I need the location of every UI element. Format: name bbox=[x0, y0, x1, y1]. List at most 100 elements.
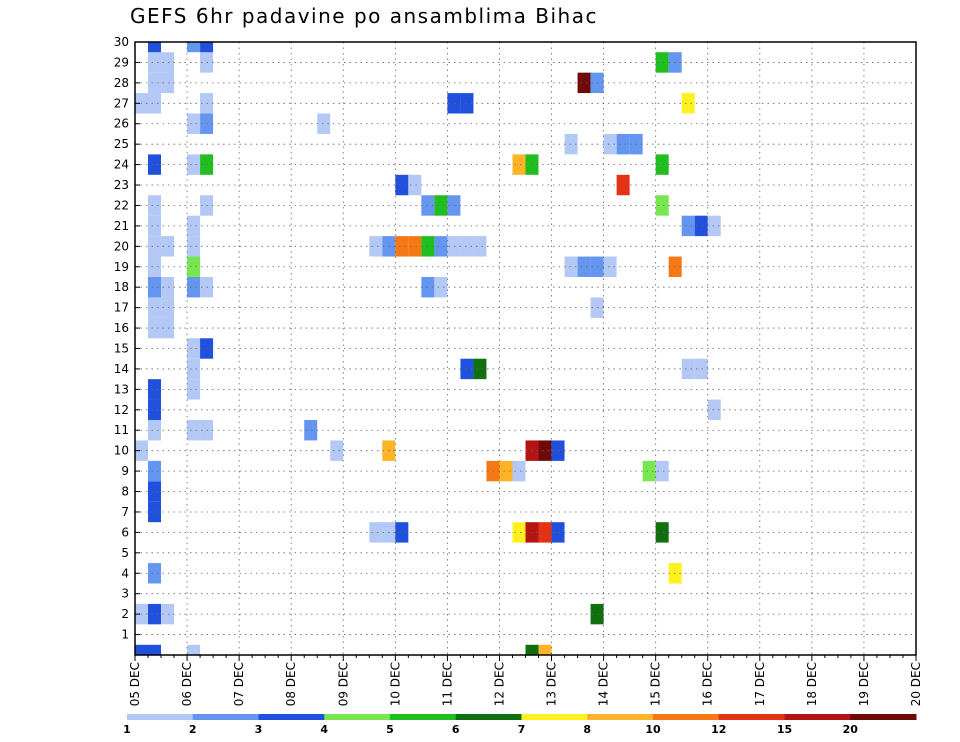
heatmap-cell bbox=[148, 93, 162, 114]
x-tick-label: 19 DEC bbox=[857, 662, 871, 706]
legend-label: 2 bbox=[189, 723, 197, 736]
y-tick-label: 12 bbox=[114, 403, 129, 417]
heatmap-cell bbox=[694, 358, 708, 380]
heatmap-cell bbox=[655, 195, 669, 216]
heatmap-cell bbox=[317, 113, 331, 134]
legend-swatch bbox=[587, 714, 654, 720]
heatmap-cell bbox=[161, 72, 175, 94]
heatmap-cell bbox=[187, 644, 201, 655]
heatmap-cell bbox=[460, 93, 474, 114]
legend-swatch bbox=[521, 714, 588, 720]
heatmap-cell bbox=[551, 522, 565, 543]
heatmap-cell bbox=[460, 358, 474, 380]
y-tick-label: 21 bbox=[114, 219, 129, 233]
legend-label: 20 bbox=[843, 723, 859, 736]
heatmap-cell bbox=[434, 236, 448, 257]
heatmap-cell bbox=[148, 276, 162, 298]
legend-label: 1 bbox=[123, 723, 131, 736]
heatmap-cell bbox=[148, 42, 162, 53]
heatmap-cell bbox=[616, 133, 630, 155]
heatmap-cell bbox=[395, 522, 409, 543]
chart-title: GEFS 6hr padavine po ansamblima Bihac bbox=[130, 4, 598, 28]
heatmap-cell bbox=[304, 420, 318, 441]
x-tick-label: 17 DEC bbox=[753, 662, 767, 706]
y-tick-label: 13 bbox=[114, 382, 129, 396]
heatmap-cell bbox=[577, 72, 591, 94]
heatmap-cell bbox=[161, 603, 175, 625]
heatmap-cell bbox=[642, 460, 656, 482]
legend-label: 4 bbox=[320, 723, 328, 736]
legend-swatch bbox=[784, 714, 851, 720]
y-tick-label: 18 bbox=[114, 280, 129, 294]
heatmap-cell bbox=[499, 460, 513, 482]
heatmap-cell bbox=[408, 174, 422, 196]
y-tick-label: 16 bbox=[114, 321, 129, 335]
legend-swatch bbox=[127, 714, 194, 720]
cells-layer bbox=[135, 42, 721, 655]
y-tick-label: 23 bbox=[114, 178, 129, 192]
y-tick-label: 29 bbox=[114, 55, 129, 69]
x-tick-label: 20 DEC bbox=[909, 662, 923, 706]
y-axis: 1234567891011121314151617181920212223242… bbox=[114, 35, 140, 642]
legend-swatch bbox=[192, 714, 259, 720]
heatmap-cell bbox=[564, 256, 578, 277]
x-tick-label: 05 DEC bbox=[128, 662, 142, 706]
y-tick-label: 2 bbox=[121, 607, 129, 621]
y-tick-label: 17 bbox=[114, 301, 129, 315]
y-tick-label: 28 bbox=[114, 76, 129, 90]
y-tick-label: 14 bbox=[114, 362, 129, 376]
x-tick-label: 18 DEC bbox=[805, 662, 819, 706]
heatmap-cell bbox=[148, 460, 162, 482]
heatmap-cell bbox=[187, 276, 201, 298]
heatmap-cell bbox=[551, 440, 565, 461]
heatmap-cell bbox=[148, 72, 162, 94]
y-tick-label: 7 bbox=[121, 505, 129, 519]
heatmap-cell bbox=[187, 236, 201, 257]
legend-label: 5 bbox=[386, 723, 394, 736]
y-tick-label: 24 bbox=[114, 158, 129, 172]
x-tick-label: 07 DEC bbox=[232, 662, 246, 706]
y-tick-label: 15 bbox=[114, 342, 129, 356]
y-tick-label: 9 bbox=[121, 464, 129, 478]
y-tick-label: 4 bbox=[121, 566, 129, 580]
heatmap-cell bbox=[616, 174, 630, 196]
heatmap-cell bbox=[447, 236, 461, 257]
heatmap-cell bbox=[148, 52, 162, 73]
legend-label: 15 bbox=[777, 723, 792, 736]
y-tick-label: 20 bbox=[114, 239, 129, 253]
x-tick-label: 16 DEC bbox=[701, 662, 715, 706]
heatmap-cell bbox=[447, 93, 461, 114]
legend-swatch bbox=[718, 714, 785, 720]
heatmap-cell bbox=[434, 276, 448, 298]
y-tick-label: 3 bbox=[121, 587, 129, 601]
heatmap-cell bbox=[148, 256, 162, 277]
x-tick-label: 12 DEC bbox=[492, 662, 506, 706]
y-tick-label: 8 bbox=[121, 485, 129, 499]
legend-swatch bbox=[324, 714, 391, 720]
heatmap-cell bbox=[187, 420, 201, 441]
y-tick-label: 6 bbox=[121, 525, 129, 539]
heatmap-cell bbox=[200, 42, 214, 53]
legend-label: 3 bbox=[255, 723, 263, 736]
heatmap-cell bbox=[538, 440, 552, 461]
x-tick-label: 15 DEC bbox=[649, 662, 663, 706]
heatmap-cell bbox=[161, 297, 175, 318]
heatmap-cell bbox=[161, 236, 175, 257]
heatmap-cell bbox=[694, 215, 708, 237]
y-tick-label: 1 bbox=[121, 628, 129, 642]
heatmap-cell bbox=[655, 522, 669, 543]
legend-label: 7 bbox=[518, 723, 526, 736]
x-tick-label: 08 DEC bbox=[284, 662, 298, 706]
y-tick-label: 10 bbox=[114, 444, 129, 458]
legend-label: 12 bbox=[711, 723, 726, 736]
legend-swatch bbox=[455, 714, 522, 720]
heatmap-cell bbox=[187, 215, 201, 237]
heatmap-cell bbox=[369, 522, 383, 543]
y-tick-label: 27 bbox=[114, 96, 129, 110]
heatmap-cell bbox=[369, 236, 383, 257]
heatmap-cell bbox=[148, 236, 162, 257]
legend-swatch bbox=[258, 714, 325, 720]
heatmap-cell bbox=[447, 195, 461, 216]
legend-swatch bbox=[390, 714, 457, 720]
heatmap-cell bbox=[577, 256, 591, 277]
